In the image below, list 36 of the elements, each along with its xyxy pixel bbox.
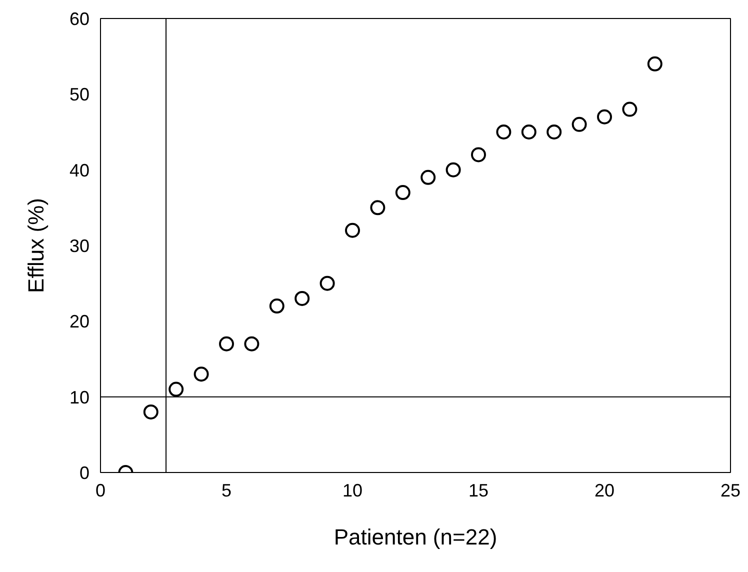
point [168,382,184,397]
y-tick-label: 10 [69,387,90,408]
point [244,336,260,352]
point [320,276,335,291]
y-tick-label: 20 [69,312,90,332]
point [597,109,612,124]
y-axis-title: Efflux (%) [23,198,48,293]
y-tick-label: 0 [79,463,90,483]
y-tick-label: 30 [69,236,90,256]
point [521,124,536,140]
point [496,124,512,140]
point [446,162,461,178]
point [219,336,234,352]
x-tick-label: 0 [95,480,106,500]
point [395,185,410,200]
x-axis-title: Patienten (n=22) [334,524,498,550]
point [269,298,284,314]
point [194,366,209,382]
point [143,404,158,420]
x-tick-label: 20 [594,480,615,500]
x-tick-label: 25 [720,480,741,500]
point [647,56,662,72]
y-tick-label: 50 [69,84,90,105]
x-tick-label: 15 [468,480,489,500]
x-tick-label: 5 [221,480,232,500]
point [294,290,310,306]
point [572,116,587,132]
y-tick-label: 60 [69,9,90,29]
point [546,124,562,140]
point [370,200,386,216]
point [471,147,486,162]
point [622,102,638,117]
y-tick-label: 40 [69,160,90,180]
point [420,170,436,185]
x-tick-label: 10 [342,480,363,500]
point [345,222,360,238]
